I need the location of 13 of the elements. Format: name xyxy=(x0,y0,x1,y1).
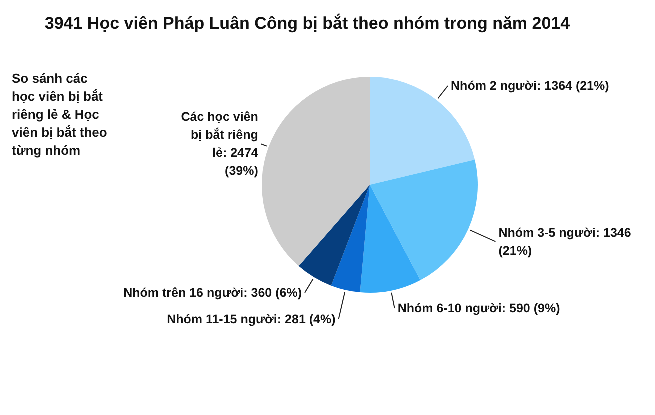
slice-label: Nhóm 11-15 người: 281 (4%) xyxy=(167,312,336,326)
pie-slice xyxy=(262,77,370,266)
pie-slice xyxy=(298,185,370,286)
chart-title: 3941 Học viên Pháp Luân Công bị bắt theo nhóm trong năm 2014 xyxy=(44,14,572,34)
slice-label: Nhóm trên 16 người: 360 (6%) xyxy=(124,286,302,300)
slice-label: Các học viên bị bắt riêng lẻ: 2474 (39%) xyxy=(181,110,258,178)
slice-label: Nhóm 3-5 người: 1346 (21%) xyxy=(498,226,632,258)
pie-slice xyxy=(360,185,421,293)
pie-slice xyxy=(331,185,370,293)
pie-slice xyxy=(370,160,478,280)
text: So sánh các học viên bị bắt riêng lẻ & Học viên bị bắt theo từng nhóm xyxy=(12,70,108,160)
slice-label: Nhóm 6-10 người: 590 (9%) xyxy=(398,302,560,316)
slice-label: Nhóm 2 người: 1364 (21%) xyxy=(451,79,610,94)
